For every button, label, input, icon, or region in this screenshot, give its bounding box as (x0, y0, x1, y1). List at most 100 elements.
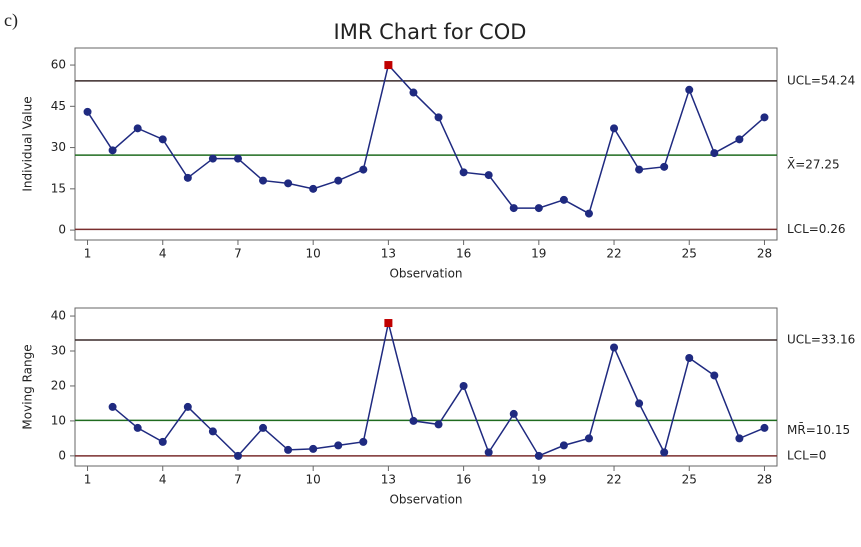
x-tick-label: 4 (159, 473, 167, 487)
data-point (183, 173, 192, 182)
limit-label: X̄=27.25 (787, 157, 840, 171)
data-point (334, 441, 343, 450)
data-point (108, 146, 117, 155)
x-axis-label: Observation (389, 267, 462, 281)
data-point (233, 154, 242, 163)
data-point (635, 165, 644, 174)
data-point (559, 195, 568, 204)
data-point (284, 179, 293, 188)
x-tick-label: 16 (456, 247, 471, 261)
data-point (635, 399, 644, 408)
data-point (685, 353, 694, 362)
x-tick-label: 13 (381, 473, 396, 487)
data-point (735, 135, 744, 144)
x-tick-label: 7 (234, 247, 242, 261)
data-point (509, 204, 518, 213)
x-tick-label: 19 (531, 473, 546, 487)
data-point (233, 451, 242, 460)
data-point (584, 434, 593, 443)
x-tick-label: 25 (682, 473, 697, 487)
x-tick-label: 13 (381, 247, 396, 261)
y-tick-label: 30 (51, 140, 66, 154)
plot-frame (74, 307, 778, 467)
out-of-control-point (384, 319, 393, 328)
data-point (760, 423, 769, 432)
y-tick-label: 0 (58, 448, 66, 462)
data-point (309, 444, 318, 453)
x-tick-label: 7 (234, 473, 242, 487)
data-point (259, 423, 268, 432)
x-tick-label: 28 (757, 473, 772, 487)
chart-title: IMR Chart for COD (334, 20, 527, 44)
data-point (660, 162, 669, 171)
data-point (133, 423, 142, 432)
y-tick-label: 0 (58, 223, 66, 237)
x-tick-label: 10 (306, 473, 321, 487)
data-point (610, 343, 619, 352)
data-point (660, 448, 669, 457)
data-point (459, 381, 468, 390)
plot-frame (74, 47, 778, 241)
data-point (735, 434, 744, 443)
panel-label: c) (4, 10, 18, 31)
x-tick-label: 22 (606, 473, 621, 487)
x-tick-label: 1 (84, 247, 92, 261)
y-tick-label: 15 (51, 181, 66, 195)
limit-label: LCL=0 (787, 448, 826, 462)
data-point (284, 445, 293, 454)
x-tick-label: 16 (456, 473, 471, 487)
y-tick-label: 40 (51, 309, 66, 323)
data-point (484, 448, 493, 457)
data-point (434, 113, 443, 122)
x-tick-label: 10 (306, 247, 321, 261)
x-tick-label: 1 (84, 473, 92, 487)
data-point (208, 427, 217, 436)
limit-label: MR̄=10.15 (787, 423, 850, 437)
data-point (434, 420, 443, 429)
y-axis-label: Moving Range (21, 344, 35, 429)
limit-label: UCL=33.16 (787, 332, 855, 346)
series-line (86, 63, 765, 215)
data-point (409, 416, 418, 425)
data-point (158, 135, 167, 144)
y-tick-label: 45 (51, 99, 66, 113)
data-point (133, 124, 142, 133)
limit-label: LCL=0.26 (787, 222, 846, 236)
data-point (359, 165, 368, 174)
series-line (112, 322, 765, 457)
x-tick-label: 4 (159, 247, 167, 261)
data-point (484, 171, 493, 180)
data-point (559, 441, 568, 450)
data-point (409, 88, 418, 97)
x-tick-label: 28 (757, 247, 772, 261)
data-point (710, 149, 719, 158)
data-point (158, 437, 167, 446)
data-point (685, 85, 694, 94)
x-tick-label: 19 (531, 247, 546, 261)
data-point (309, 184, 318, 193)
out-of-control-point (384, 61, 393, 70)
y-tick-label: 10 (51, 413, 66, 427)
data-point (459, 168, 468, 177)
data-point (183, 402, 192, 411)
data-point (334, 176, 343, 185)
data-point (610, 124, 619, 133)
limit-label: UCL=54.24 (787, 73, 855, 87)
data-point (509, 409, 518, 418)
y-tick-label: 30 (51, 343, 66, 357)
data-point (208, 154, 217, 163)
data-point (359, 437, 368, 446)
data-point (584, 209, 593, 218)
data-point (534, 204, 543, 213)
y-tick-label: 60 (51, 58, 66, 72)
x-axis-label: Observation (389, 493, 462, 507)
data-point (710, 371, 719, 380)
y-axis-label: Individual Value (21, 96, 35, 191)
data-point (108, 402, 117, 411)
data-point (259, 176, 268, 185)
x-tick-label: 25 (682, 247, 697, 261)
data-point (83, 107, 92, 116)
data-point (760, 113, 769, 122)
data-point (534, 451, 543, 460)
